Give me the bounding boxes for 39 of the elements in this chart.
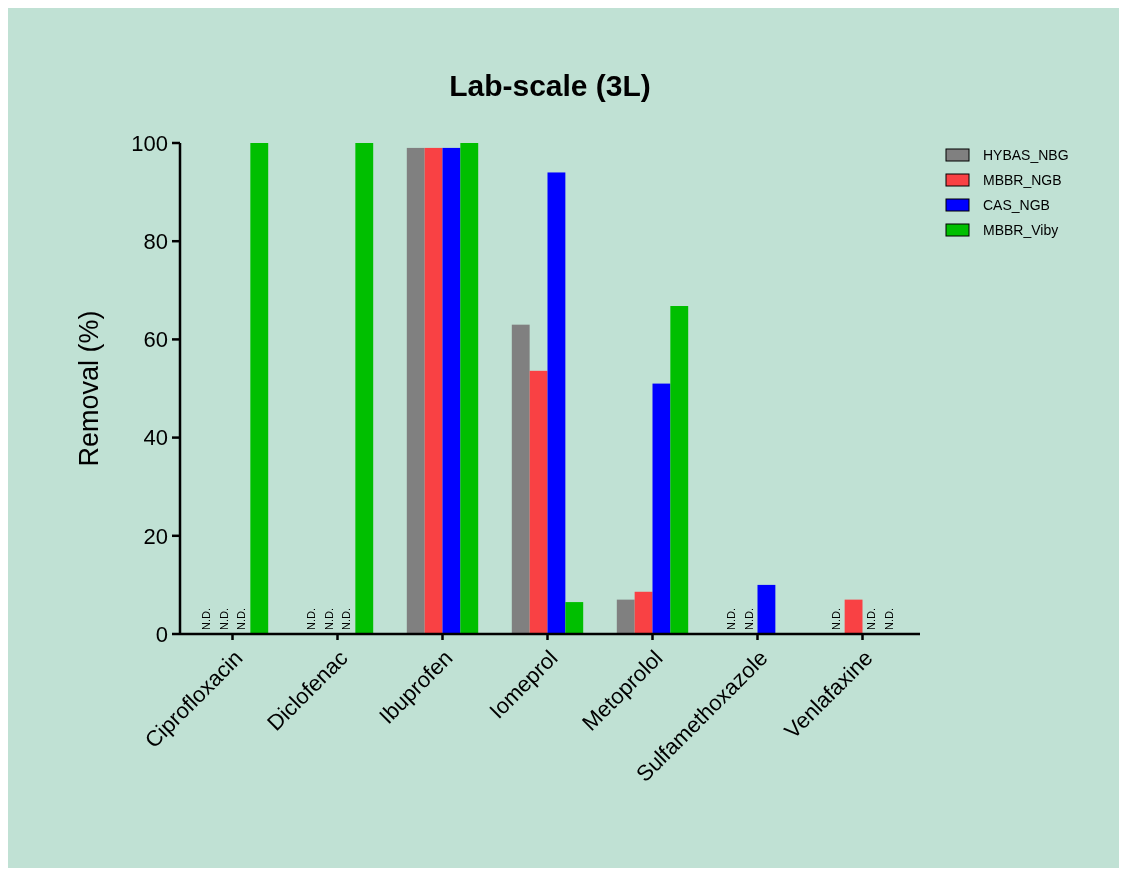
bar (529, 370, 548, 634)
text: N.D. (340, 608, 353, 630)
y-axis-title: Removal (%) (74, 310, 104, 467)
text: N.D. (235, 608, 248, 630)
legend-label: CAS_NGB (983, 196, 1050, 213)
bar (670, 306, 689, 634)
bar (442, 147, 461, 634)
bar (757, 584, 776, 634)
text: N.D. (865, 608, 878, 630)
text: N.D. (742, 608, 755, 630)
y-tick-label: 40 (143, 425, 168, 451)
bar (616, 599, 635, 634)
bar (634, 591, 653, 634)
bar (460, 143, 479, 634)
legend-label: MBBR_NGB (983, 171, 1062, 188)
bar (844, 599, 863, 634)
text: N.D. (883, 608, 896, 630)
bar (355, 143, 374, 634)
y-tick-label: 20 (143, 523, 168, 549)
legend-label: MBBR_Viby (983, 221, 1059, 238)
text: N.D. (304, 608, 317, 630)
y-tick-label: 0 (155, 621, 168, 647)
text: N.D. (199, 608, 212, 630)
y-tick-label: 60 (143, 327, 168, 353)
bar (406, 147, 425, 634)
y-tick-label: 100 (131, 130, 168, 156)
bar (250, 143, 269, 634)
legend-label: HYBAS_NBG (983, 146, 1069, 163)
bar (547, 172, 566, 634)
y-tick-label: 80 (143, 228, 168, 254)
bar (511, 324, 530, 634)
bar (424, 147, 443, 634)
text: N.D. (322, 608, 335, 630)
text: N.D. (829, 608, 842, 630)
text: N.D. (217, 608, 230, 630)
chart-title: Lab-scale (3L) (449, 69, 651, 102)
bar (565, 602, 584, 634)
bar (652, 383, 671, 634)
text: N.D. (724, 608, 737, 630)
